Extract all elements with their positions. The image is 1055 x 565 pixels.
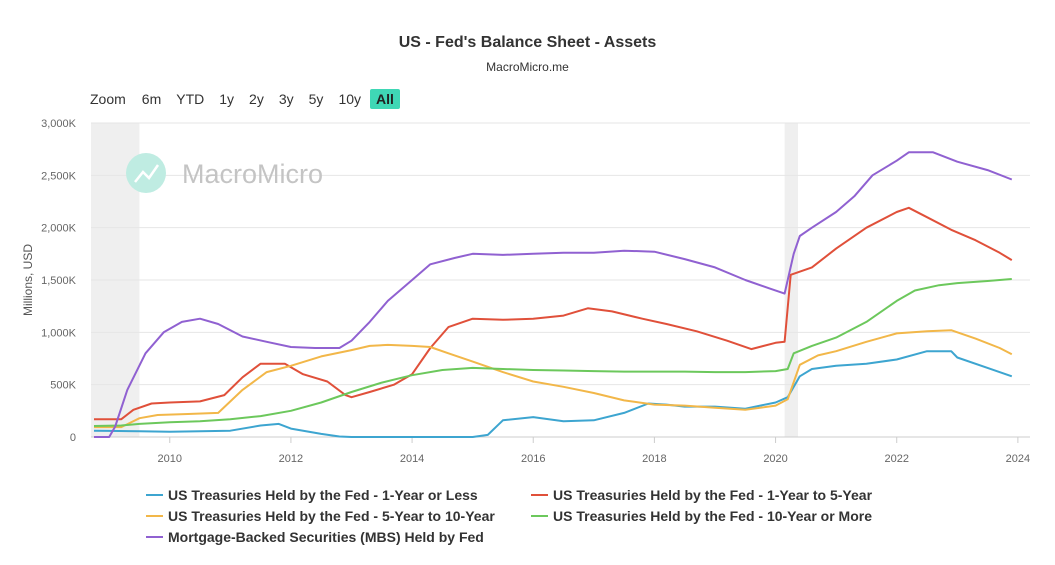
chart-subtitle: MacroMicro.me — [486, 60, 569, 74]
legend-item-mbs[interactable]: Mortgage-Backed Securities (MBS) Held by… — [146, 529, 484, 545]
y-axis-label: Millions, USD — [21, 244, 35, 316]
y-tick-label: 3,000K — [41, 118, 77, 130]
x-tick-label: 2022 — [884, 453, 908, 465]
zoom-6m-button[interactable]: 6m — [141, 91, 162, 107]
legend-item-10y-or-more[interactable]: US Treasuries Held by the Fed - 10-Year … — [531, 508, 872, 524]
x-tick-label: 2020 — [763, 453, 787, 465]
legend-label: US Treasuries Held by the Fed - 10-Year … — [553, 508, 872, 524]
y-tick-label: 1,000K — [41, 327, 77, 339]
series-line-1[interactable] — [94, 206, 1013, 421]
zoom-1y-button[interactable]: 1y — [219, 91, 235, 107]
legend-item-1y-to-5y[interactable]: US Treasuries Held by the Fed - 1-Year t… — [531, 487, 872, 503]
y-tick-label: 2,000K — [41, 223, 77, 235]
watermark: MacroMicro — [126, 153, 323, 193]
legend-item-5y-to-10y[interactable]: US Treasuries Held by the Fed - 5-Year t… — [146, 508, 495, 524]
x-tick-label: 2014 — [400, 453, 424, 465]
y-tick-label: 500K — [50, 380, 76, 392]
legend-line-icon — [146, 515, 163, 517]
y-tick-label: 1,500K — [41, 275, 77, 287]
zoom-3y-button[interactable]: 3y — [278, 91, 294, 107]
zoom-all-button[interactable]: All — [370, 89, 400, 109]
y-tick-label: 0 — [70, 432, 76, 444]
x-tick-label: 2016 — [521, 453, 545, 465]
chart-title: US - Fed's Balance Sheet - Assets — [398, 34, 657, 51]
legend-label: US Treasuries Held by the Fed - 1-Year o… — [168, 487, 478, 503]
x-tick-label: 2018 — [642, 453, 666, 465]
x-tick-label: 2010 — [158, 453, 182, 465]
series-line-0[interactable] — [93, 350, 1013, 438]
watermark-text: MacroMicro — [182, 159, 323, 189]
x-tick-label: 2012 — [279, 453, 303, 465]
legend-line-icon — [531, 494, 548, 496]
zoom-label: Zoom — [90, 91, 126, 107]
x-tick-label: 2024 — [1006, 453, 1030, 465]
series-line-4[interactable] — [94, 151, 1013, 438]
legend-label: US Treasuries Held by the Fed - 5-Year t… — [168, 508, 495, 524]
y-tick-label: 2,500K — [41, 170, 77, 182]
zoom-10y-button[interactable]: 10y — [338, 91, 362, 107]
legend-label: Mortgage-Backed Securities (MBS) Held by… — [168, 529, 484, 545]
watermark-logo-icon — [126, 153, 166, 193]
series-line-2[interactable] — [94, 329, 1013, 429]
zoom-bar: Zoom 6m YTD 1y 2y 3y 5y 10y All — [90, 88, 403, 110]
series-line-3[interactable] — [93, 278, 1012, 427]
zoom-ytd-button[interactable]: YTD — [176, 91, 205, 107]
legend-line-icon — [146, 536, 163, 538]
zoom-2y-button[interactable]: 2y — [249, 91, 264, 107]
zoom-5y-button[interactable]: 5y — [308, 91, 324, 107]
legend-item-1y-or-less[interactable]: US Treasuries Held by the Fed - 1-Year o… — [146, 487, 478, 503]
legend-line-icon — [146, 494, 163, 496]
legend-line-icon — [531, 515, 548, 517]
legend-label: US Treasuries Held by the Fed - 1-Year t… — [553, 487, 873, 503]
watermark-logo-mark — [134, 164, 160, 183]
